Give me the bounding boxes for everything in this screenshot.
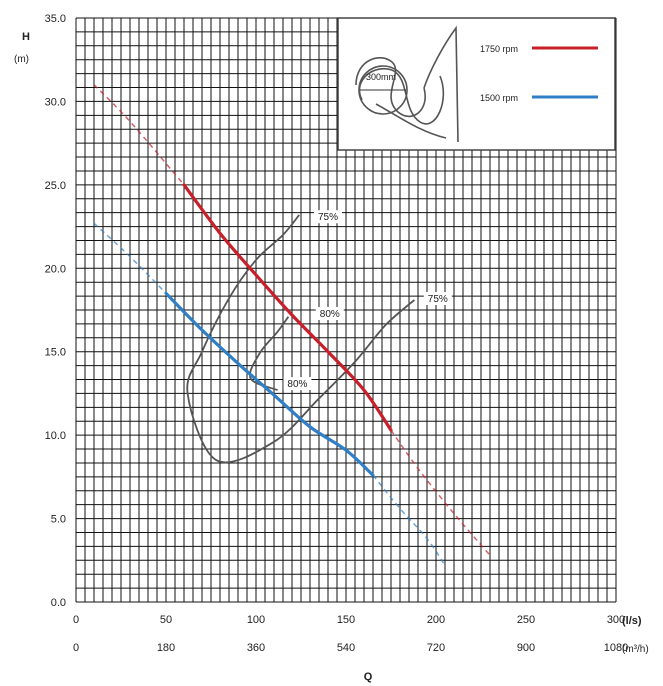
y-tick-label: 25.0 [45, 180, 66, 192]
y-tick-label: 0.0 [51, 597, 66, 609]
series-line-dashed [93, 84, 185, 186]
efficiency-contour-line [249, 316, 290, 391]
impeller-outline-4 [375, 103, 447, 139]
y-tick-label: 35.0 [45, 13, 66, 25]
chart-axes: 0.0 5.0 10.0 15.0 20.0 25.0 30.0 35.0 0 50 100 150 2… [45, 13, 629, 654]
y-tick-label: 15.0 [45, 347, 66, 359]
y-axis-label: H (m) [14, 31, 30, 65]
impeller-outline-3 [423, 25, 459, 143]
legend-label-1750: 1750 rpm [480, 44, 518, 54]
efficiency-contours [186, 214, 415, 464]
y-tick-label: 10.0 [45, 430, 66, 442]
efficiency-annotations: 75% 80% 75% 80% [283, 210, 452, 391]
x-tick-label-secondary: 720 [427, 642, 445, 654]
x-axis-unit-secondary: (m³/h) [622, 644, 649, 655]
x-tick-label-primary: 300 [607, 614, 625, 626]
series-line-dashed [372, 474, 446, 566]
legend-box [337, 17, 616, 151]
x-axis-unit-primary: (l/s) [622, 615, 642, 627]
legend-inset: 300mm 1750 rpm 1500 rpm [337, 17, 616, 151]
efficiency-annotation: 80% [320, 309, 340, 320]
x-tick-label-primary: 50 [160, 614, 172, 626]
x-tick-label-primary: 0 [73, 614, 79, 626]
efficiency-annotation: 75% [428, 294, 448, 305]
legend-label-1500: 1500 rpm [480, 93, 518, 103]
x-tick-label-secondary: 0 [73, 642, 79, 654]
x-axis-labels: (l/s) (m³/h) Q [364, 615, 649, 683]
y-tick-label: 30.0 [45, 96, 66, 108]
series-lines [93, 84, 491, 566]
efficiency-annotation: 80% [287, 379, 307, 390]
x-tick-label-primary: 250 [517, 614, 535, 626]
y-tick-label: 20.0 [45, 263, 66, 275]
x-axis-label-text: Q [364, 671, 373, 683]
efficiency-annotation: 75% [318, 212, 338, 223]
annotation-background [283, 377, 312, 391]
y-axis-label-text: H [22, 31, 30, 43]
x-tick-label-secondary: 540 [337, 642, 355, 654]
legend-entry-1500: 1500 rpm [480, 93, 598, 103]
impeller-drawing [355, 25, 459, 143]
x-tick-label-secondary: 360 [247, 642, 265, 654]
x-tick-label-primary: 150 [337, 614, 355, 626]
annotation-background [423, 291, 452, 305]
efficiency-contour-line [186, 214, 415, 464]
x-tick-label-secondary: 1080 [604, 642, 628, 654]
y-axis-unit: (m) [14, 54, 29, 65]
x-tick-label-primary: 200 [427, 614, 445, 626]
legend-entry-1750: 1750 rpm [480, 44, 598, 54]
series-line-dashed [93, 222, 167, 294]
annotation-background [315, 307, 344, 321]
series-line [164, 291, 375, 477]
series-line-dashed [390, 429, 491, 556]
annotation-background [314, 210, 342, 224]
impeller-outline-1 [355, 57, 426, 118]
x-tick-label-secondary: 180 [157, 642, 175, 654]
x-tick-label-primary: 100 [247, 614, 265, 626]
impeller-diameter-label: 300mm [366, 72, 396, 82]
impeller-circle [358, 65, 408, 115]
y-tick-label: 5.0 [51, 514, 66, 526]
x-tick-label-secondary: 900 [517, 642, 535, 654]
series-line [182, 183, 393, 432]
